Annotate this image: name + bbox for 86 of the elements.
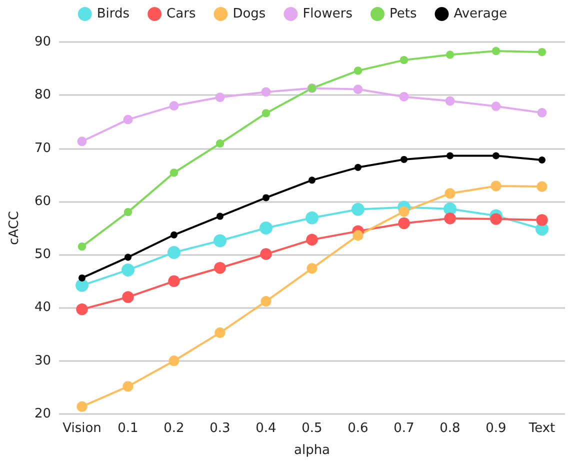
point xyxy=(214,262,226,274)
x-tick-label: Vision xyxy=(62,421,102,436)
x-tick-label: 0.1 xyxy=(118,421,138,436)
point xyxy=(353,84,363,94)
point xyxy=(537,108,547,118)
point xyxy=(260,222,272,234)
point xyxy=(170,231,178,238)
point xyxy=(490,213,502,225)
point xyxy=(123,114,133,124)
x-tick-label: 0.9 xyxy=(486,421,506,436)
point xyxy=(536,181,548,192)
point xyxy=(446,152,454,160)
x-tick-label: 0.5 xyxy=(302,421,322,436)
point xyxy=(216,139,224,148)
legend-label: Dogs xyxy=(232,6,266,22)
x-tick-label: 0.8 xyxy=(440,421,460,436)
point xyxy=(170,168,178,177)
point xyxy=(76,401,88,412)
point xyxy=(214,234,226,248)
point xyxy=(306,263,318,274)
point xyxy=(306,234,318,246)
x-tick-label: 0.6 xyxy=(348,421,368,436)
y-tick-label: 40 xyxy=(34,300,51,316)
point xyxy=(491,102,501,111)
point xyxy=(490,180,502,192)
point xyxy=(352,202,364,216)
y-axis-title: cACC xyxy=(7,211,22,245)
x-tick-label: 0.4 xyxy=(256,421,276,436)
y-tick-label: 60 xyxy=(34,194,51,209)
point xyxy=(398,206,410,217)
point xyxy=(444,188,456,199)
legend-label: Average xyxy=(454,6,508,22)
x-tick-label: 0.2 xyxy=(164,421,184,436)
point xyxy=(536,214,548,226)
point xyxy=(352,230,364,241)
point xyxy=(76,278,88,292)
point xyxy=(122,263,134,276)
point xyxy=(124,208,132,216)
x-tick-label: Text xyxy=(528,421,556,436)
x-tick-label: 0.7 xyxy=(394,421,414,436)
y-tick-label: 30 xyxy=(34,353,51,368)
point xyxy=(215,92,225,102)
point xyxy=(445,96,455,106)
point xyxy=(538,156,546,164)
point xyxy=(446,50,454,59)
point xyxy=(76,303,88,316)
point xyxy=(261,87,271,97)
point xyxy=(308,176,316,184)
point xyxy=(122,291,134,303)
point xyxy=(78,274,86,282)
point xyxy=(306,211,318,224)
legend-label: Flowers xyxy=(302,6,353,22)
x-axis-title: alpha xyxy=(294,443,330,458)
point xyxy=(492,46,500,56)
point xyxy=(122,381,134,392)
legend-label: Cars xyxy=(166,6,196,22)
y-tick-label: 90 xyxy=(34,34,51,50)
point xyxy=(77,136,87,146)
point xyxy=(400,156,408,163)
point xyxy=(260,248,272,260)
point xyxy=(168,246,180,259)
point xyxy=(399,92,409,102)
point xyxy=(124,254,132,261)
y-tick-label: 50 xyxy=(34,247,51,262)
point xyxy=(400,56,408,64)
point xyxy=(214,327,226,338)
y-tick-label: 20 xyxy=(34,406,51,422)
y-tick-label: 80 xyxy=(34,88,51,103)
point xyxy=(260,296,272,307)
point xyxy=(398,217,410,230)
point xyxy=(262,194,270,202)
point xyxy=(78,242,86,251)
point xyxy=(538,48,546,56)
legend-label: Pets xyxy=(389,6,417,22)
legend-label: Birds xyxy=(96,6,130,22)
point xyxy=(168,356,180,366)
point xyxy=(216,212,224,220)
point xyxy=(354,164,362,171)
x-tick-label: 0.3 xyxy=(210,421,230,436)
point xyxy=(168,275,180,288)
y-tick-label: 70 xyxy=(34,140,51,156)
point xyxy=(262,109,270,118)
point xyxy=(354,66,362,75)
point xyxy=(444,212,456,224)
point xyxy=(169,101,179,110)
point xyxy=(492,152,500,160)
